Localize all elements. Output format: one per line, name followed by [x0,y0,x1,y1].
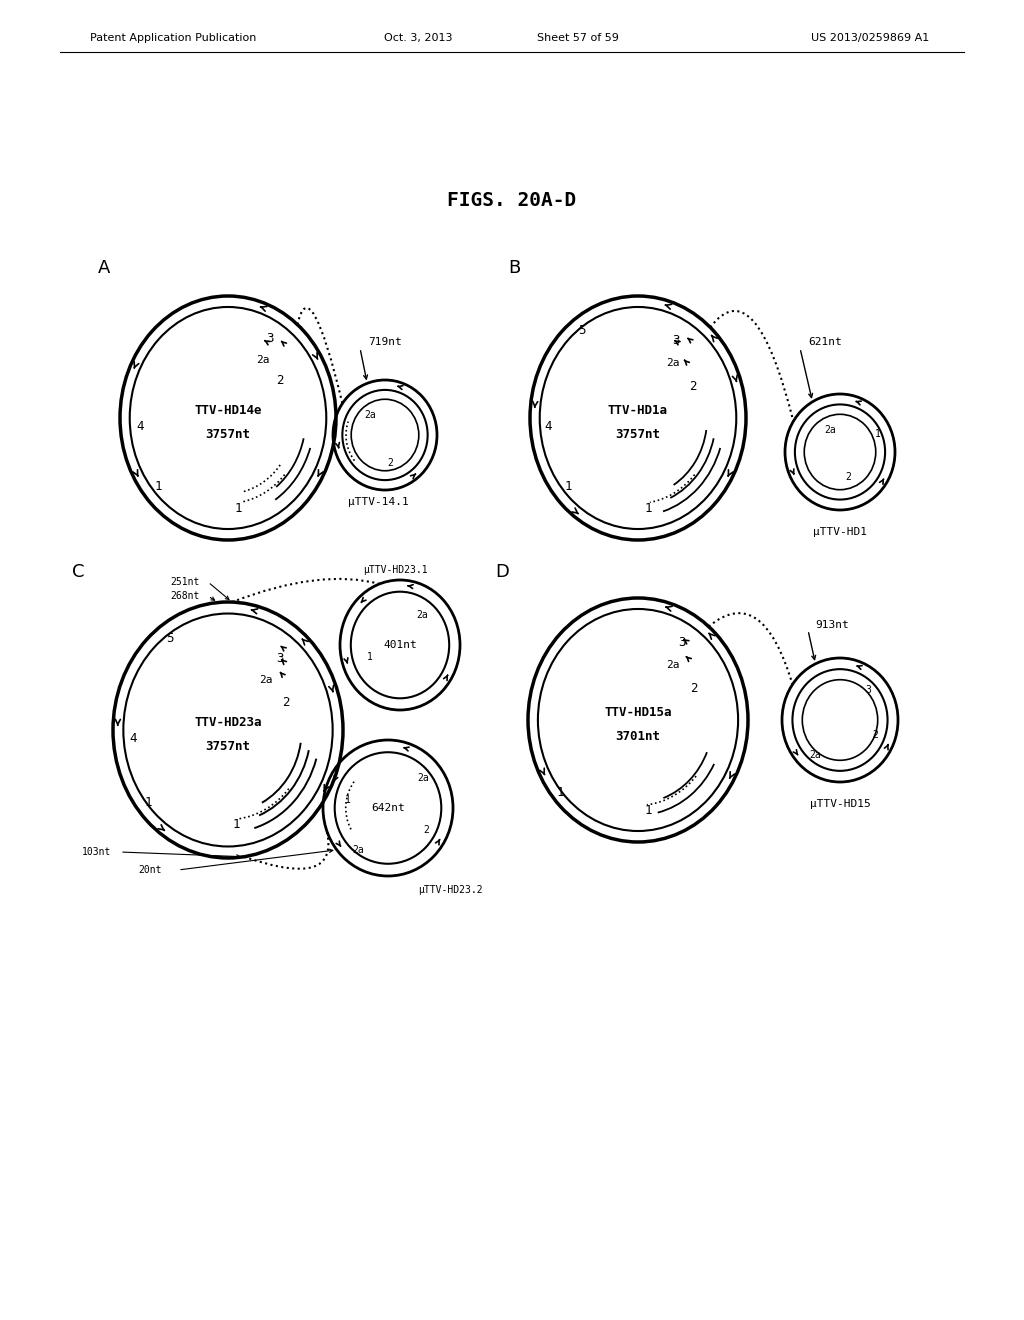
Text: C: C [72,564,85,581]
Text: μTTV-14.1: μTTV-14.1 [347,498,409,507]
Text: 1: 1 [644,502,651,515]
Text: FIGS. 20A-D: FIGS. 20A-D [447,190,577,210]
Text: 3757nt: 3757nt [206,739,251,752]
Text: 1: 1 [876,429,881,440]
Text: μTTV-HD1: μTTV-HD1 [813,527,867,537]
Text: TTV-HD1a: TTV-HD1a [608,404,668,417]
Text: 20nt: 20nt [138,865,162,875]
Text: 4: 4 [136,420,143,433]
Text: 913nt: 913nt [815,620,849,630]
Text: 1: 1 [234,502,242,515]
Text: 5: 5 [166,631,173,644]
Text: 1: 1 [367,652,373,663]
Text: 2a: 2a [352,845,364,855]
Text: 103nt: 103nt [82,847,112,857]
Text: 3: 3 [266,331,273,345]
Text: 719nt: 719nt [368,337,401,347]
Text: 2a: 2a [256,355,269,366]
Text: 2a: 2a [809,750,821,760]
Text: 1: 1 [345,795,351,805]
Text: 2a: 2a [416,610,428,620]
Text: 1: 1 [144,796,152,808]
Text: TTV-HD14e: TTV-HD14e [195,404,262,417]
Text: TTV-HD15a: TTV-HD15a [604,705,672,718]
Text: 2a: 2a [824,425,836,436]
Text: μTTV-HD23.1: μTTV-HD23.1 [364,565,428,576]
Text: 2a: 2a [667,358,680,368]
Text: 3757nt: 3757nt [206,428,251,441]
Text: 251nt: 251nt [171,577,200,587]
Text: 2: 2 [690,681,697,694]
Text: 2: 2 [845,473,851,482]
Text: 2a: 2a [259,675,272,685]
Text: 1: 1 [155,479,162,492]
Text: 1: 1 [232,818,240,832]
Text: Sheet 57 of 59: Sheet 57 of 59 [537,33,618,44]
Text: 2: 2 [387,458,393,469]
Text: Oct. 3, 2013: Oct. 3, 2013 [384,33,453,44]
Text: 3757nt: 3757nt [615,428,660,441]
Text: 3701nt: 3701nt [615,730,660,742]
Text: 1: 1 [556,785,564,799]
Text: 3: 3 [865,685,871,696]
Text: 3: 3 [678,635,686,648]
Text: 621nt: 621nt [808,337,842,347]
Text: μTTV-HD15: μTTV-HD15 [810,799,870,809]
Text: 3: 3 [672,334,680,346]
Text: 2a: 2a [417,774,429,783]
Text: 2a: 2a [365,411,376,420]
Text: 642nt: 642nt [371,803,404,813]
Text: 3: 3 [276,652,284,664]
Text: 2: 2 [689,380,696,392]
Text: 268nt: 268nt [171,591,200,601]
Text: US 2013/0259869 A1: US 2013/0259869 A1 [811,33,929,44]
Text: A: A [98,259,111,277]
Text: 2: 2 [283,696,290,709]
Text: B: B [508,259,520,277]
Text: TTV-HD23a: TTV-HD23a [195,715,262,729]
Text: 4: 4 [544,420,552,433]
Text: μTTV-HD23.2: μTTV-HD23.2 [418,884,482,895]
Text: 2: 2 [276,374,284,387]
Text: Patent Application Publication: Patent Application Publication [90,33,256,44]
Text: 5: 5 [578,323,586,337]
Text: 2: 2 [423,825,429,836]
Text: 2a: 2a [667,660,680,671]
Text: 1: 1 [564,479,571,492]
Text: 4: 4 [129,731,137,744]
Text: 401nt: 401nt [383,640,417,649]
Text: 2: 2 [872,730,878,741]
Text: D: D [495,564,509,581]
Text: 1: 1 [644,804,651,817]
